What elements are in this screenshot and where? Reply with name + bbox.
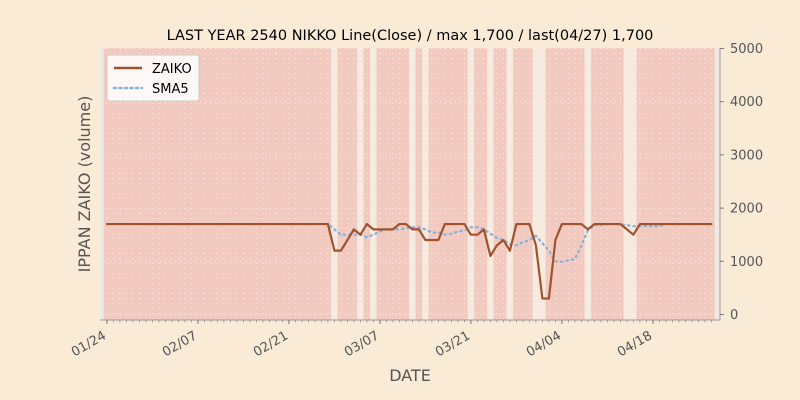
y-tick-label: 5000 xyxy=(730,42,763,57)
series-layer xyxy=(105,222,713,300)
y-tick-label: 4000 xyxy=(730,95,763,110)
x-tick-label: 03/07 xyxy=(342,328,382,360)
x-tick-label: 02/21 xyxy=(251,328,291,360)
x-tick-label: 04/04 xyxy=(524,328,564,360)
x-tick-label: 01/24 xyxy=(69,328,109,360)
y-tick-labels: 0 1000 2000 3000 4000 5000 xyxy=(720,42,763,323)
x-tick-labels: 01/24 02/07 02/21 03/07 03/21 04/04 04/18 xyxy=(69,320,655,360)
x-tick-label: 02/07 xyxy=(160,328,200,360)
y-tick-label: 0 xyxy=(730,308,738,323)
legend-sma5-label: SMA5 xyxy=(152,82,189,97)
y-tick-label: 3000 xyxy=(730,148,763,163)
legend-box xyxy=(106,54,200,102)
legend-zaiko-label: ZAIKO xyxy=(152,62,192,77)
y-axis-label: IPPAN ZAIKO (volume) xyxy=(75,96,94,273)
y-tick-label: 2000 xyxy=(730,202,763,217)
axes xyxy=(100,48,721,323)
x-tick-label: 04/18 xyxy=(615,328,655,360)
y-gridlines xyxy=(100,48,720,315)
x-axis-label: DATE xyxy=(389,366,431,385)
series-line-zaiko xyxy=(105,222,713,300)
legend: ZAIKO SMA5 xyxy=(106,54,200,102)
x-tick-label: 03/21 xyxy=(433,328,473,360)
y-tick-label: 1000 xyxy=(730,255,763,270)
chart-title: LAST YEAR 2540 NIKKO Line(Close) / max 1… xyxy=(167,28,654,44)
